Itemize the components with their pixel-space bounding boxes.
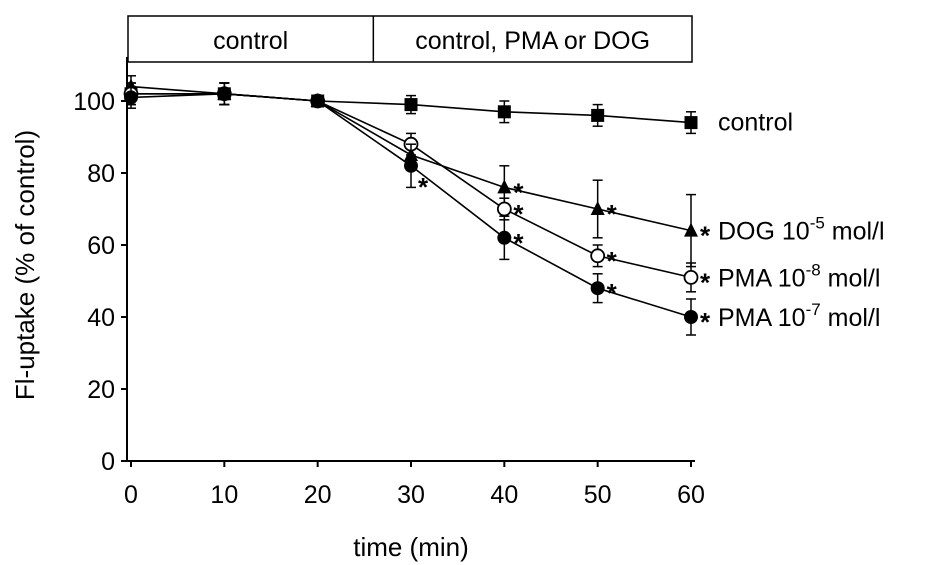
- series-4: ****: [124, 82, 711, 337]
- x-tick-label: 30: [397, 481, 425, 509]
- data-point: [496, 201, 512, 217]
- series-label-main: PMA 10: [718, 304, 806, 332]
- significance-marker: *: [513, 199, 524, 229]
- y-tick-label: 60: [87, 232, 115, 260]
- significance-marker: *: [700, 221, 711, 251]
- x-tick-label: 40: [490, 481, 518, 509]
- y-tick-label: 100: [73, 88, 115, 116]
- significance-marker: *: [513, 228, 524, 258]
- data-point: [404, 158, 418, 173]
- series-label-main: PMA 10: [718, 264, 806, 292]
- treatment-phase-bar: control control, PMA or DOG: [127, 15, 693, 63]
- significance-marker: *: [607, 278, 618, 308]
- data-point: [404, 98, 418, 112]
- data-point: [683, 269, 699, 285]
- series-label-exponent: -7: [806, 300, 821, 319]
- data-point: [684, 222, 698, 237]
- series-1: [124, 82, 698, 135]
- series-label-main: control: [718, 109, 793, 137]
- data-point: [497, 105, 511, 119]
- data-point: [590, 281, 605, 296]
- chart-axes: 0 20 40 60 80 100 0 10 20 30 40 50 60: [73, 57, 705, 509]
- y-axis-title: Fl-uptake (% of control): [10, 130, 40, 400]
- data-point: [590, 248, 606, 264]
- significance-marker: *: [607, 199, 618, 229]
- series-label-main: DOG 10: [718, 218, 810, 246]
- significance-marker: *: [513, 177, 524, 207]
- x-axis-title: time (min): [353, 532, 469, 562]
- y-tick-label: 40: [87, 304, 115, 332]
- y-tick-label: 0: [101, 448, 115, 476]
- data-point: [310, 94, 325, 108]
- series-label-3: PMA 10-8 mol/l: [718, 260, 880, 292]
- series-layer: **********: [123, 75, 711, 337]
- x-tick-label: 0: [124, 481, 138, 509]
- x-tick-label: 50: [584, 481, 612, 509]
- series-label-1: control: [718, 109, 793, 137]
- x-tick-label: 10: [210, 481, 238, 509]
- data-point: [590, 201, 605, 215]
- significance-marker: *: [700, 307, 711, 337]
- series-label-unit: mol/l: [821, 264, 881, 292]
- significance-marker: *: [607, 246, 618, 276]
- phase-label: control: [213, 27, 288, 55]
- phase-label: control, PMA or DOG: [415, 27, 650, 55]
- y-tick-label: 20: [87, 376, 115, 404]
- data-point: [591, 108, 605, 122]
- y-tick-label: 80: [87, 160, 115, 188]
- series-label-unit: mol/l: [821, 304, 881, 332]
- data-point: [684, 116, 698, 130]
- data-point: [124, 90, 138, 105]
- x-tick-label: 60: [677, 481, 705, 509]
- significance-marker: *: [700, 267, 711, 297]
- series-label-exponent: -5: [810, 214, 825, 233]
- x-tick-label: 20: [304, 481, 332, 509]
- series-label-unit: mol/l: [825, 218, 885, 246]
- series-label-4: PMA 10-7 mol/l: [718, 300, 880, 332]
- data-point: [217, 86, 232, 101]
- data-point: [684, 310, 698, 324]
- data-point: [497, 230, 512, 245]
- significance-marker: *: [418, 172, 429, 202]
- series-label-2: DOG 10-5 mol/l: [718, 214, 885, 246]
- phase-bar-frame: [127, 15, 693, 63]
- data-point: [497, 179, 512, 194]
- series-label-exponent: -8: [806, 260, 821, 279]
